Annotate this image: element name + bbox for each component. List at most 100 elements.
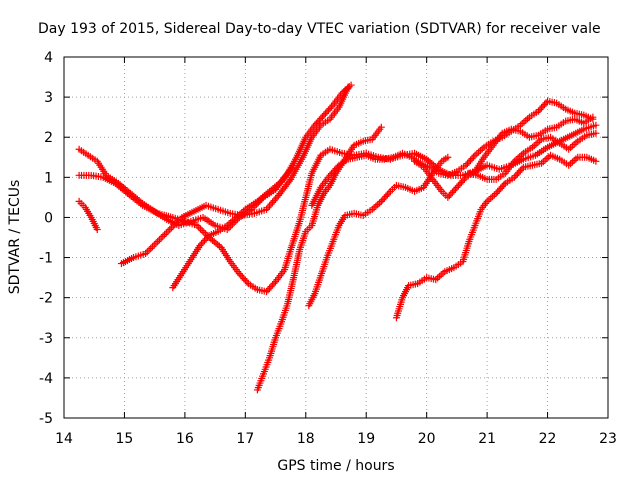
data-point-marker: [161, 231, 169, 239]
data-point-marker: [592, 121, 600, 129]
data-point-marker: [434, 274, 442, 282]
data-point-marker: [215, 242, 223, 250]
data-point-marker: [518, 165, 526, 173]
data-point-marker: [513, 170, 521, 178]
data-point-marker: [143, 248, 151, 256]
data-point-marker: [168, 224, 176, 232]
data-point-marker: [592, 129, 600, 137]
data-point-marker: [592, 157, 600, 165]
data-point-marker: [377, 123, 385, 131]
data-point-marker: [572, 155, 580, 163]
data-point-marker: [520, 118, 528, 126]
data-point-marker: [589, 113, 597, 121]
data-point-marker: [374, 201, 382, 209]
y-tick-label: -5: [39, 411, 53, 427]
data-point-marker: [150, 241, 158, 249]
data-point-marker: [500, 181, 508, 189]
data-point-marker: [485, 196, 493, 204]
y-tick-label: -3: [39, 331, 53, 347]
data-point-marker: [487, 194, 495, 202]
data-point-marker: [154, 238, 162, 246]
data-point-marker: [382, 192, 390, 200]
data-point-marker: [318, 113, 326, 121]
data-point-marker: [334, 163, 342, 171]
data-point-marker: [241, 276, 249, 284]
data-point-marker: [344, 83, 352, 91]
data-point-marker: [539, 102, 547, 110]
series-s7: [305, 153, 452, 310]
data-point-marker: [166, 225, 174, 233]
series-s10: [411, 113, 597, 201]
data-point-marker: [542, 99, 550, 107]
data-point-marker: [447, 190, 455, 198]
data-point-marker: [320, 111, 328, 119]
data-point-marker: [196, 242, 204, 250]
data-point-marker: [385, 189, 393, 197]
data-point-marker: [326, 104, 334, 112]
x-axis-label: GPS time / hours: [277, 458, 394, 474]
data-point-marker: [512, 172, 520, 180]
x-tick-label: 14: [55, 431, 73, 447]
data-point-marker: [157, 234, 165, 242]
data-point-marker: [142, 250, 150, 258]
data-point-marker: [202, 235, 210, 243]
y-tick-label: 3: [44, 90, 53, 106]
data-point-marker: [567, 144, 575, 152]
y-tick-label: 0: [44, 210, 53, 226]
data-point-marker: [516, 167, 524, 175]
data-point-marker: [193, 221, 201, 229]
series-s2: [75, 197, 101, 233]
data-point-marker: [437, 271, 445, 279]
data-point-marker: [198, 227, 206, 235]
data-point-marker: [173, 219, 181, 227]
data-point-marker: [315, 116, 323, 124]
data-point-marker: [475, 148, 483, 156]
data-point-marker: [329, 168, 337, 176]
y-tick-label: -2: [39, 291, 53, 307]
x-tick-label: 18: [297, 431, 315, 447]
data-point-marker: [314, 118, 322, 126]
data-point-marker: [522, 116, 530, 124]
data-point-marker: [534, 138, 542, 146]
data-point-marker: [270, 279, 278, 287]
x-tick-label: 20: [418, 431, 436, 447]
series-s5: [169, 161, 298, 292]
data-point-marker: [534, 107, 542, 115]
data-point-marker: [572, 139, 580, 147]
data-point-marker: [376, 199, 384, 207]
data-point-marker: [332, 165, 340, 173]
data-point-marker: [159, 232, 167, 240]
data-point-marker: [199, 238, 207, 246]
data-point-marker: [510, 173, 518, 181]
data-point-marker: [266, 284, 274, 292]
data-point-marker: [470, 153, 478, 161]
data-point-marker: [264, 286, 272, 294]
data-point-marker: [276, 179, 284, 187]
data-point-marker: [169, 222, 177, 230]
chart-title: Day 193 of 2015, Sidereal Day-to-day VTE…: [38, 21, 601, 37]
data-point-marker: [155, 236, 163, 244]
data-point-marker: [541, 100, 549, 108]
y-tick-label: -4: [39, 371, 53, 387]
data-point-marker: [243, 278, 251, 286]
x-axis-ticks: 14 15 16 17 18 19 20 21 22 23: [55, 57, 617, 447]
x-tick-label: 19: [357, 431, 375, 447]
data-point-marker: [466, 156, 474, 164]
data-point-marker: [324, 106, 332, 114]
data-point-marker: [379, 196, 387, 204]
data-point-marker: [200, 228, 208, 236]
data-point-marker: [262, 288, 270, 296]
data-point-marker: [495, 186, 503, 194]
data-point-marker: [174, 217, 182, 225]
x-tick-label: 22: [539, 431, 557, 447]
data-point-marker: [238, 273, 246, 281]
y-axis-ticks: -5 -4 -3 -2 -1 0 1 2 3 4: [39, 50, 608, 427]
x-tick-label: 17: [236, 431, 254, 447]
data-series: [75, 81, 600, 394]
data-point-marker: [93, 225, 101, 233]
data-point-marker: [459, 177, 467, 185]
data-point-marker: [451, 185, 459, 193]
data-point-marker: [147, 244, 155, 252]
data-point-marker: [450, 187, 458, 195]
